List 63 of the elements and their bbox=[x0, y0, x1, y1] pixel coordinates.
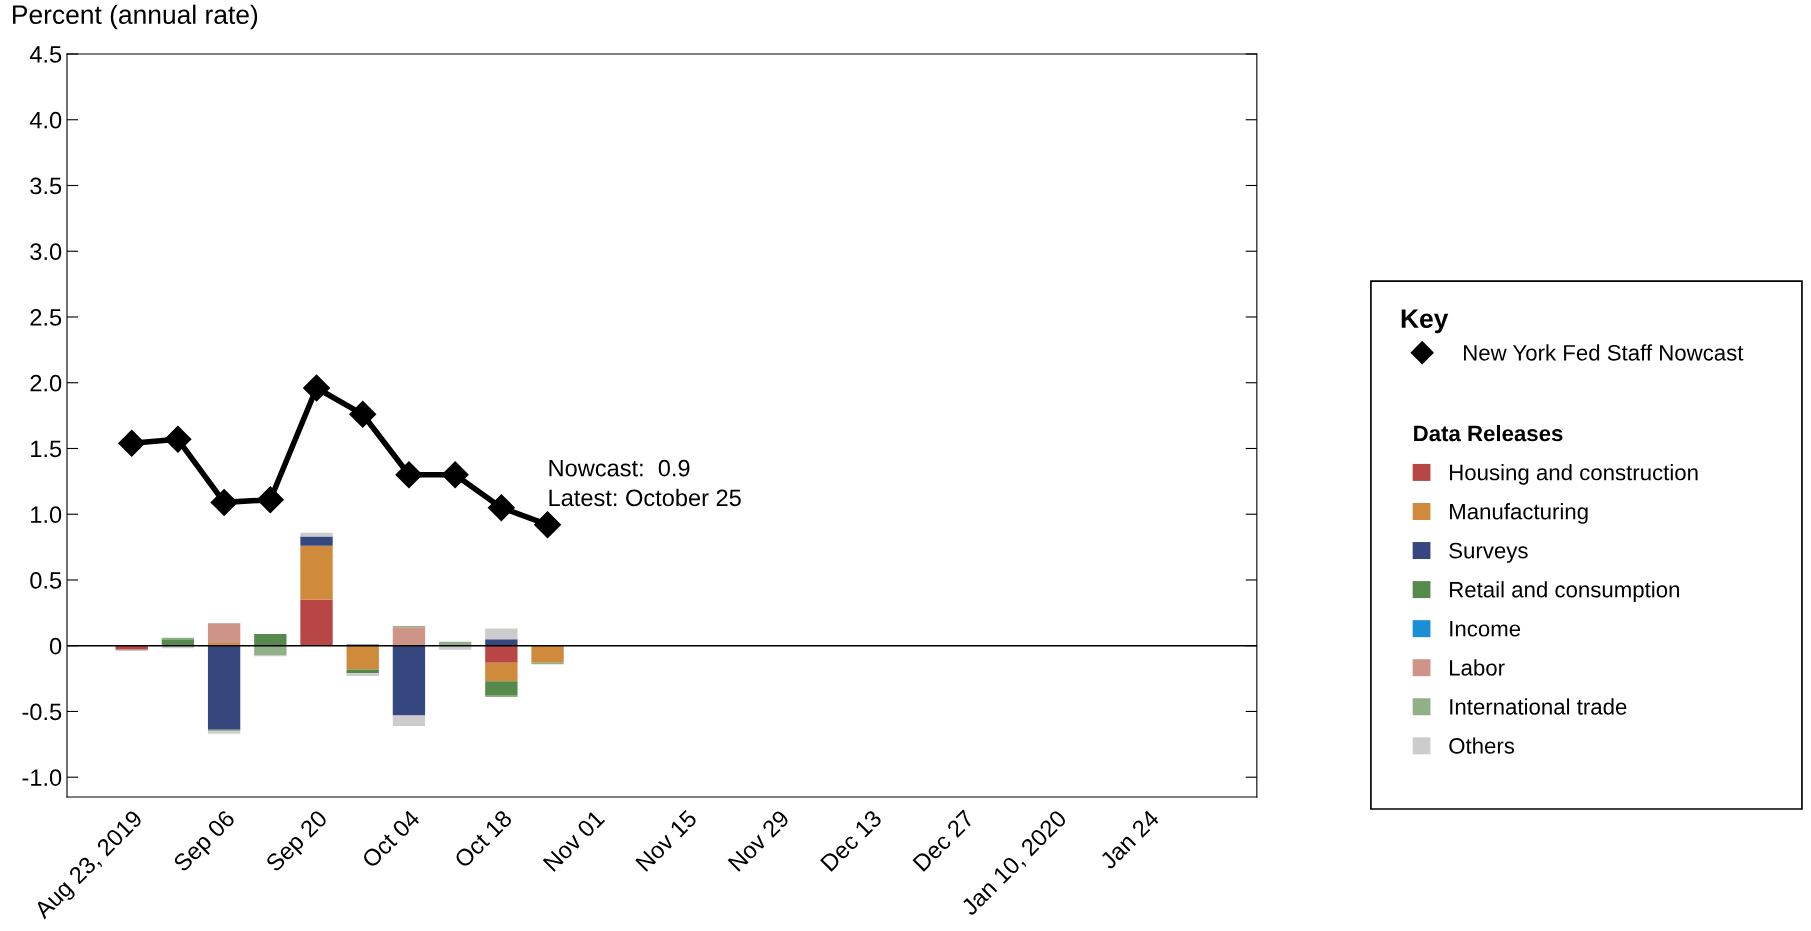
y-tick-label: 2.5 bbox=[30, 309, 62, 326]
point bbox=[164, 425, 192, 453]
y-tick-label: 1.5 bbox=[31, 440, 62, 458]
legend-label: Retail and consumption bbox=[1450, 581, 1680, 602]
bar bbox=[346, 645, 379, 670]
bar bbox=[485, 645, 518, 663]
bar bbox=[485, 662, 518, 682]
bar bbox=[300, 536, 333, 546]
bar bbox=[300, 545, 333, 600]
y-tick-label: 4.0 bbox=[29, 111, 62, 129]
point bbox=[395, 461, 423, 489]
x-tick-label: Nov 29 bbox=[727, 809, 791, 872]
point bbox=[256, 486, 284, 514]
y-tick-label: 1.0 bbox=[31, 506, 62, 524]
x-tick-label: Oct 04 bbox=[360, 808, 421, 869]
y-tick-label: 4.5 bbox=[29, 46, 62, 63]
legend-title: Key bbox=[1401, 309, 1449, 334]
x-tick-label: Nov 01 bbox=[542, 809, 606, 872]
bar bbox=[531, 645, 564, 663]
point bbox=[441, 461, 469, 489]
bar bbox=[346, 673, 379, 676]
text: Data Releases bbox=[1414, 424, 1563, 442]
y-tick-label: 2.0 bbox=[30, 374, 62, 392]
bar bbox=[207, 645, 241, 730]
point bbox=[487, 494, 515, 522]
y-tick-label: 3.0 bbox=[30, 243, 62, 261]
x-tick-label: Dec 13 bbox=[819, 809, 883, 872]
point bbox=[349, 400, 377, 428]
bar bbox=[207, 623, 241, 644]
bar bbox=[485, 628, 518, 640]
bar bbox=[392, 715, 426, 726]
legend-label: Surveys bbox=[1449, 542, 1528, 563]
y-tick-label: -0.5 bbox=[22, 703, 62, 721]
legend-label: New York Fed Staff Nowcast bbox=[1464, 344, 1744, 361]
y-axis-title: Percent (annual rate) bbox=[13, 4, 258, 30]
point bbox=[303, 374, 330, 402]
x-tick-label: Oct 18 bbox=[453, 809, 513, 869]
x-tick-label: Nov 15 bbox=[635, 809, 698, 872]
legend-label: Others bbox=[1449, 737, 1515, 754]
y-tick-label: -1.0 bbox=[22, 769, 62, 786]
bar bbox=[392, 645, 426, 716]
bar bbox=[254, 633, 287, 646]
bar bbox=[392, 627, 426, 646]
x-tick-label: Sep 20 bbox=[264, 809, 332, 876]
legend-label: Housing and construction bbox=[1450, 464, 1698, 485]
legend-label: International trade bbox=[1450, 698, 1627, 715]
point bbox=[118, 429, 146, 457]
y-tick-label: 0.5 bbox=[30, 572, 62, 589]
legend-label: Labor bbox=[1450, 659, 1505, 676]
legend-label: Manufacturing bbox=[1450, 503, 1588, 524]
point bbox=[210, 488, 238, 516]
bar bbox=[485, 681, 518, 696]
y-tick-label: 0 bbox=[49, 637, 62, 655]
legend-label: Income bbox=[1450, 621, 1521, 637]
x-tick-label: Dec 27 bbox=[912, 809, 975, 872]
bar bbox=[300, 599, 333, 646]
x-tick-label: Jan 24 bbox=[1098, 808, 1161, 871]
y-tick-label: 3.5 bbox=[30, 177, 62, 195]
annotation: Nowcast: 0.9 Latest: October 25 bbox=[549, 459, 741, 507]
bar bbox=[300, 532, 333, 537]
bar bbox=[346, 669, 379, 674]
point bbox=[534, 511, 562, 539]
x-tick-label: Sep 06 bbox=[172, 809, 239, 876]
